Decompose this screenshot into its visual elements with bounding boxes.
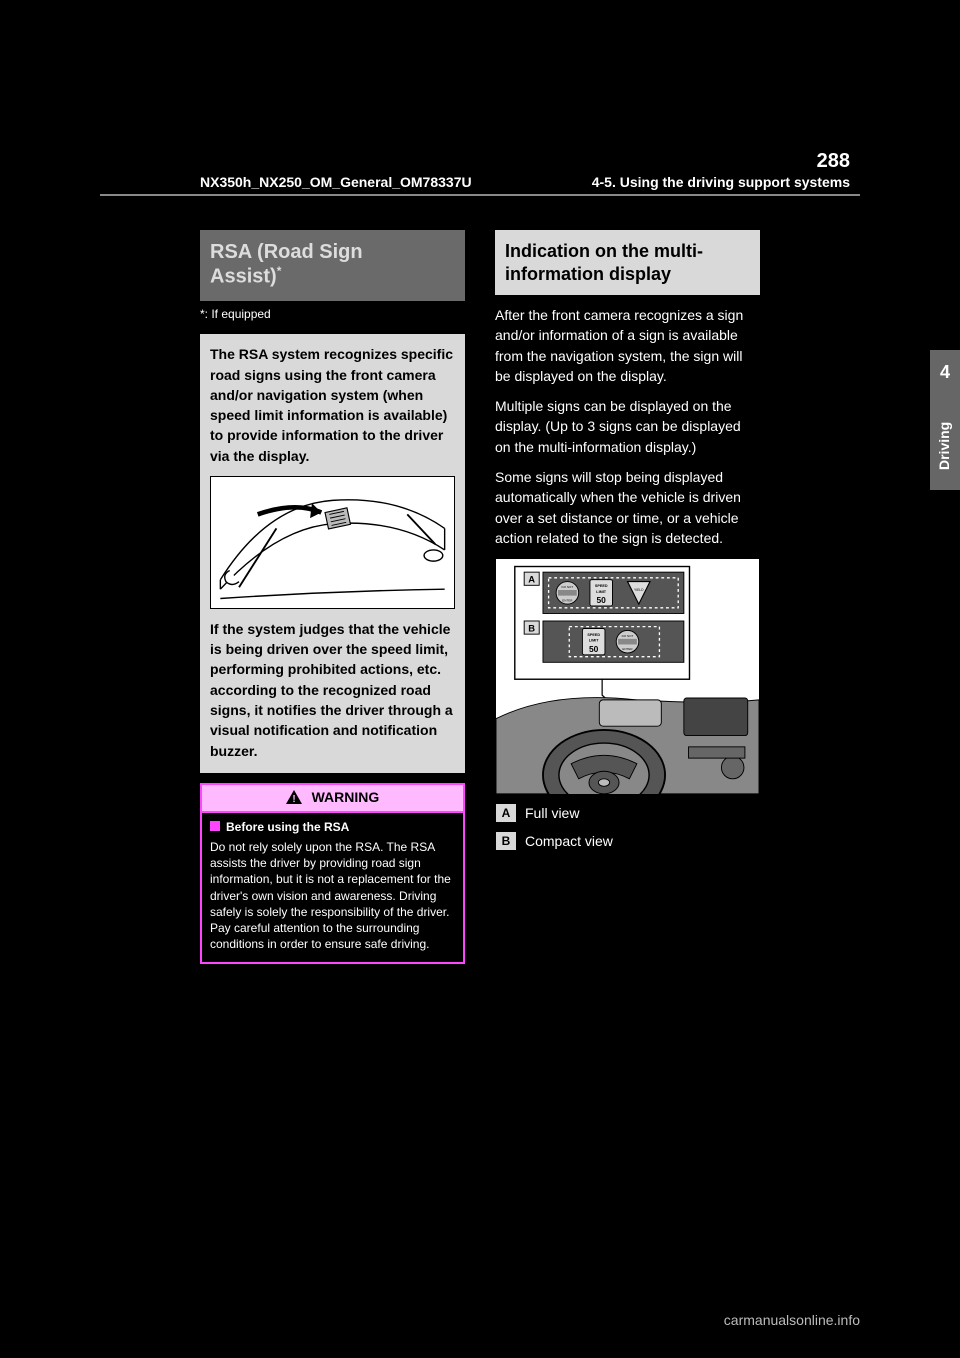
two-column-layout: RSA (Road Sign Assist)* *: If equipped T… xyxy=(200,230,760,964)
side-thumb-tab: 4 Driving xyxy=(930,350,960,490)
warning-body: Before using the RSA Do not rely solely … xyxy=(202,813,463,963)
svg-text:50: 50 xyxy=(589,644,599,654)
intro-text-top: The RSA system recognizes specific road … xyxy=(210,344,455,466)
svg-text:!: ! xyxy=(292,794,295,804)
svg-text:YIELD: YIELD xyxy=(634,588,644,592)
title-line1: RSA (Road Sign xyxy=(210,241,363,263)
warning-box: ! WARNING Before using the RSA Do not re… xyxy=(200,783,465,964)
warning-bullet-icon xyxy=(210,821,220,831)
feature-title-box: RSA (Road Sign Assist)* xyxy=(200,230,465,301)
label-row-b: B Compact view xyxy=(495,831,760,851)
footer-url: carmanualsonline.info xyxy=(724,1312,860,1328)
section-header: Indication on the multi-information disp… xyxy=(495,230,760,295)
right-column: Indication on the multi-information disp… xyxy=(495,230,760,964)
svg-text:ENTER: ENTER xyxy=(562,599,573,603)
left-column: RSA (Road Sign Assist)* *: If equipped T… xyxy=(200,230,465,964)
label-b-text: Compact view xyxy=(525,833,613,849)
svg-text:50: 50 xyxy=(597,595,607,605)
right-para-1: After the front camera recognizes a sign… xyxy=(495,305,760,386)
label-chip-b: B xyxy=(495,831,517,851)
svg-text:ENTER: ENTER xyxy=(622,647,633,651)
chapter-title: 4-5. Using the driving support systems xyxy=(592,174,850,190)
page-number: 288 xyxy=(817,150,850,173)
svg-text:A: A xyxy=(528,574,535,585)
manual-page: 4 Driving 288 4-5. Using the driving sup… xyxy=(0,0,960,1358)
warning-bullet-title: Before using the RSA xyxy=(226,820,349,834)
title-sup: * xyxy=(277,264,282,278)
header-rule xyxy=(100,194,860,196)
svg-text:SPEED: SPEED xyxy=(595,584,608,588)
front-camera-illustration xyxy=(210,476,455,609)
label-row-a: A Full view xyxy=(495,803,760,823)
warning-header: ! WARNING xyxy=(202,785,463,813)
dashboard-illustration: A DO NOT ENTER SPEED LIMIT 50 xyxy=(495,558,760,795)
warning-header-text: WARNING xyxy=(312,789,380,805)
title-line2: Assist) xyxy=(210,266,277,288)
right-para-2: Multiple signs can be displayed on the d… xyxy=(495,396,760,457)
svg-text:SPEED: SPEED xyxy=(587,633,600,637)
intro-box: The RSA system recognizes specific road … xyxy=(200,334,465,773)
svg-text:B: B xyxy=(528,623,535,634)
thumb-tab-number: 4 xyxy=(930,362,960,383)
right-para-3: Some signs will stop being displayed aut… xyxy=(495,467,760,548)
svg-text:LIMIT: LIMIT xyxy=(596,590,606,594)
label-chip-a: A xyxy=(495,803,517,823)
warning-body-text: Do not rely solely upon the RSA. The RSA… xyxy=(210,839,455,952)
thumb-tab-label: Driving xyxy=(936,422,952,470)
intro-text-bottom: If the system judges that the vehicle is… xyxy=(210,619,455,761)
topic-path: NX350h_NX250_OM_General_OM78337U xyxy=(200,174,472,190)
warning-icon: ! xyxy=(286,790,302,807)
svg-text:DO NOT: DO NOT xyxy=(622,634,634,638)
right-body-text: After the front camera recognizes a sign… xyxy=(495,305,760,548)
svg-text:DO NOT: DO NOT xyxy=(562,585,574,589)
camera-illustration-wrap xyxy=(210,476,455,609)
label-a-text: Full view xyxy=(525,805,579,821)
warning-bullet-row: Before using the RSA xyxy=(210,819,455,835)
svg-text:LIMIT: LIMIT xyxy=(589,639,599,643)
title-footnote: *: If equipped xyxy=(200,307,465,323)
